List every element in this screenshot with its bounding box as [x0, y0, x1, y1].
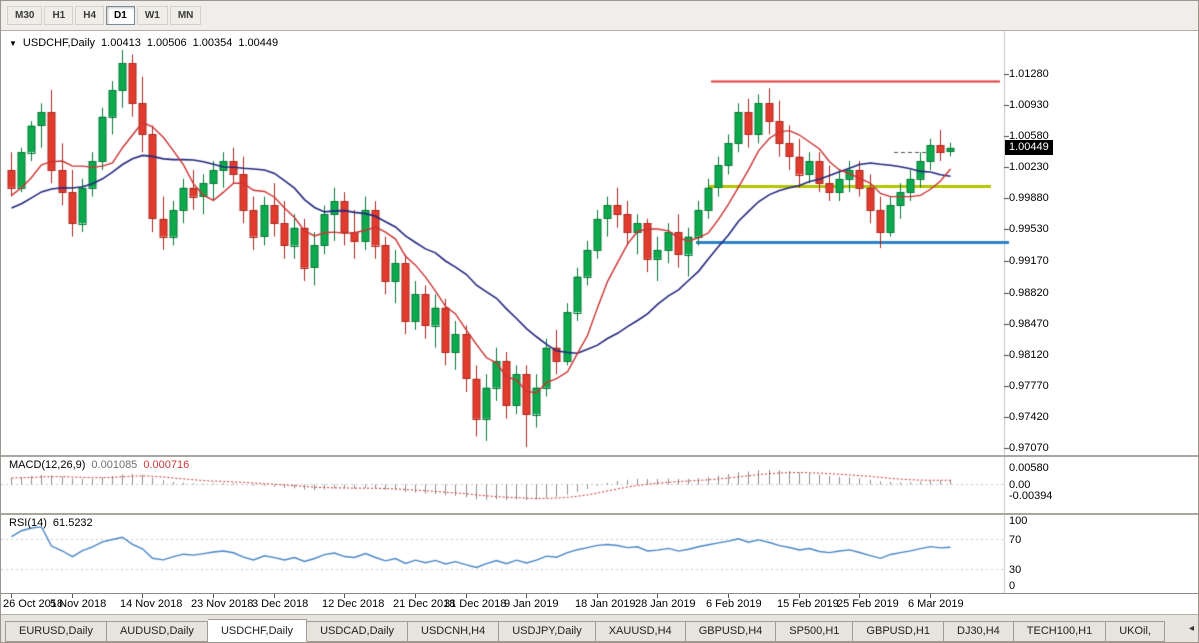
price-axis-label: 0.98820	[1009, 286, 1049, 299]
macd-axis-label: 0.00580	[1009, 461, 1049, 474]
rsi-axis-label: 70	[1009, 533, 1022, 546]
date-axis-tick	[859, 594, 860, 598]
macd-signal-value: 0.000716	[143, 459, 190, 471]
tab-gbpusd-h4[interactable]: GBPUSD,H4	[685, 621, 777, 642]
chart-high-value: 1.00506	[146, 37, 187, 49]
tab-ukoil[interactable]: UKOil,	[1106, 621, 1165, 642]
date-axis-label: 28 Jan 2019	[635, 598, 696, 610]
rsi-axis-label: 30	[1009, 563, 1022, 576]
macd-panel-canvas[interactable]	[1, 456, 1198, 514]
date-axis-label: 26 Oct 2018	[3, 598, 63, 610]
tab-usdcnh-h4[interactable]: USDCNH,H4	[408, 621, 500, 642]
date-axis-tick	[799, 594, 800, 598]
date-axis-label: 6 Feb 2019	[706, 598, 762, 610]
date-axis-tick	[142, 594, 143, 598]
timeframe-button-d1[interactable]: D1	[106, 6, 135, 25]
timeframe-button-h4[interactable]: H4	[75, 6, 105, 25]
tab-scroll-left-icon[interactable]: ◂	[1188, 623, 1194, 634]
rsi-value: 61.5232	[52, 517, 93, 529]
date-axis-tick	[344, 594, 345, 598]
current-price-tag: 1.00449	[1005, 139, 1053, 155]
macd-title: MACD(12,26,9) 0.001085 0.000716	[9, 459, 189, 471]
chart-dropdown-icon[interactable]: ▼	[9, 38, 17, 48]
date-axis-tick	[728, 594, 729, 598]
timeframe-button-mn[interactable]: MN	[169, 6, 202, 25]
rsi-panel-canvas[interactable]	[1, 514, 1198, 593]
tab-usdjpy-daily[interactable]: USDJPY,Daily	[499, 621, 596, 642]
date-axis-label: 9 Jan 2019	[504, 598, 559, 610]
tab-gbpusd-h1[interactable]: GBPUSD,H1	[853, 621, 944, 642]
date-axis-label: 5 Nov 2018	[50, 598, 107, 610]
date-axis: 26 Oct 2018 5 Nov 2018 14 Nov 2018 23 Nov 2…	[1, 593, 1198, 614]
macd-panel-splitter[interactable]	[1, 455, 1198, 457]
tab-xauusd-h4[interactable]: XAUUSD,H4	[595, 621, 686, 642]
chart-title: ▼ USDCHF,Daily 1.00413 1.00506 1.00354 1…	[9, 37, 278, 49]
date-axis-tick	[466, 594, 467, 598]
date-axis-tick	[657, 594, 658, 598]
macd-indicator-label: MACD(12,26,9)	[9, 459, 86, 471]
date-axis-label: 15 Feb 2019	[777, 598, 839, 610]
price-axis-label: 0.98470	[1009, 317, 1049, 330]
date-axis-tick	[597, 594, 598, 598]
tab-usdcad-daily[interactable]: USDCAD,Daily	[307, 621, 409, 642]
chart-low-value: 1.00354	[192, 37, 233, 49]
timeframe-button-w1[interactable]: W1	[136, 6, 168, 25]
tab-tech100-h1[interactable]: TECH100,H1	[1013, 621, 1107, 642]
date-axis-tick	[274, 594, 275, 598]
date-axis-label: 21 Dec 2018	[393, 598, 456, 610]
price-axis-label: 0.97070	[1009, 441, 1049, 454]
date-axis-label: 23 Nov 2018	[191, 598, 254, 610]
tab-eurusd-daily[interactable]: EURUSD,Daily	[5, 621, 107, 642]
date-axis-label: 12 Dec 2018	[322, 598, 385, 610]
price-axis-label: 1.00580	[1009, 130, 1049, 143]
chart-symbol-label: USDCHF,Daily	[22, 37, 96, 49]
timeframe-button-m30[interactable]: M30	[7, 6, 43, 25]
date-axis-tick	[72, 594, 73, 598]
timeframe-button-h1[interactable]: H1	[44, 6, 74, 25]
price-axis-label: 0.97770	[1009, 379, 1049, 392]
macd-axis-label: 0.00	[1009, 478, 1031, 491]
main-chart-canvas[interactable]	[1, 31, 1198, 456]
timeframe-button-group: M30 H1 H4 D1 W1 MN	[7, 6, 203, 25]
tab-usdchf-daily[interactable]: USDCHF,Daily	[207, 619, 308, 642]
price-axis-label: 0.97420	[1009, 410, 1049, 423]
chart-close-value: 1.00449	[238, 37, 279, 49]
tab-sp500-h1[interactable]: SP500,H1	[776, 621, 854, 642]
price-axis-label: 1.01280	[1009, 68, 1049, 80]
date-axis-tick	[930, 594, 931, 598]
date-axis-tick	[415, 594, 416, 598]
price-axis-label: 0.98120	[1009, 348, 1049, 361]
date-axis-tick	[11, 594, 12, 598]
date-axis-tick	[213, 594, 214, 598]
tab-audusd-daily[interactable]: AUDUSD,Daily	[106, 621, 208, 642]
price-axis-label: 0.99530	[1009, 223, 1049, 236]
rsi-axis-label: 0	[1009, 580, 1016, 592]
date-axis-label: 6 Mar 2019	[908, 598, 964, 610]
price-axis-label: 1.00230	[1009, 161, 1049, 174]
price-axis-label: 1.00930	[1009, 99, 1049, 112]
price-axis-label: 0.99170	[1009, 255, 1049, 268]
price-axis-label: 0.99880	[1009, 192, 1049, 205]
rsi-title: RSI(14) 61.5232	[9, 517, 93, 529]
date-axis-tick	[526, 594, 527, 598]
rsi-indicator-label: RSI(14)	[9, 517, 47, 529]
timeframe-toolbar: M30 H1 H4 D1 W1 MN	[1, 1, 1198, 31]
date-axis-label: 25 Feb 2019	[837, 598, 899, 610]
date-axis-label: 3 Dec 2018	[252, 598, 309, 610]
date-axis-label: 31 Dec 2018	[444, 598, 507, 610]
rsi-panel-splitter[interactable]	[1, 513, 1198, 515]
macd-main-value: 0.001085	[91, 459, 138, 471]
date-axis-label: 18 Jan 2019	[575, 598, 636, 610]
rsi-axis-label: 100	[1009, 515, 1028, 527]
macd-axis-label: -0.00394	[1009, 489, 1053, 502]
symbol-tab-bar: EURUSD,Daily AUDUSD,Daily USDCHF,Daily USDC…	[1, 614, 1198, 642]
tab-dj30-h4[interactable]: DJ30,H4	[944, 621, 1014, 642]
chart-open-value: 1.00413	[101, 37, 141, 49]
date-axis-label: 14 Nov 2018	[120, 598, 183, 610]
